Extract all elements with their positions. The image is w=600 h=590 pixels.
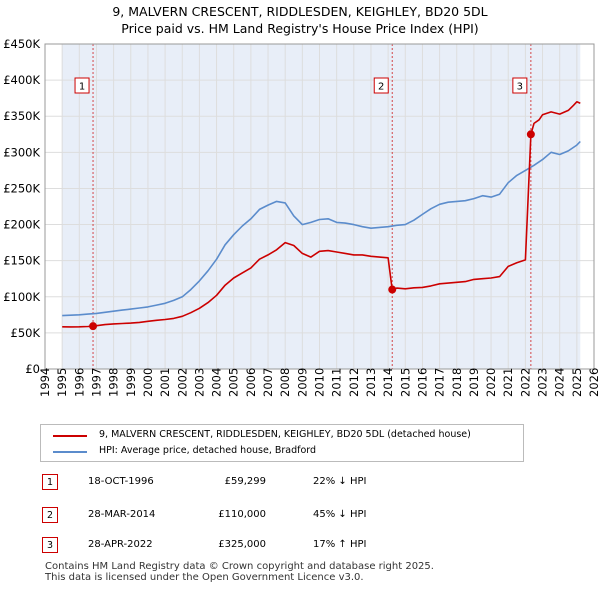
- x-tick-label: 2009: [295, 368, 309, 397]
- x-tick-label: 1998: [107, 368, 121, 397]
- x-tick-label: 2006: [244, 368, 258, 397]
- x-tick-label: 2017: [433, 368, 447, 397]
- transaction-row: 3 28-APR-2022 £325,000 17% ↑ HPI: [0, 537, 600, 555]
- x-tick-label: 2020: [484, 368, 498, 397]
- x-tick-label: 2026: [587, 368, 600, 397]
- y-tick-label: £450K: [3, 37, 40, 51]
- x-tick-label: 2016: [415, 368, 429, 397]
- y-tick-label: £200K: [3, 218, 40, 232]
- transaction-hpi-diff: 22% ↓ HPI: [313, 476, 367, 487]
- sale-label-number: 3: [517, 82, 523, 93]
- x-tick-label: 2005: [227, 368, 241, 397]
- sale-label-number: 1: [79, 82, 85, 93]
- sale-label-number: 2: [378, 82, 384, 93]
- data-range-shading: [62, 44, 581, 369]
- price-chart: 1 2 3 £0 £50K £100K £150K £200K £250K £300K £350K £…: [3, 37, 600, 397]
- y-tick-label: £100K: [3, 290, 40, 304]
- y-tick-label: £250K: [3, 181, 40, 195]
- x-tick-label: 2010: [313, 368, 327, 397]
- transaction-number: 3: [42, 537, 58, 553]
- chart-subtitle: Price paid vs. HM Land Registry's House …: [121, 21, 479, 36]
- y-tick-label: £150K: [3, 254, 40, 268]
- footer-license: This data is licensed under the Open Gov…: [45, 572, 364, 583]
- x-tick-label: 2019: [467, 368, 481, 397]
- transaction-date: 28-APR-2022: [88, 539, 153, 550]
- y-tick-label: £400K: [3, 73, 40, 87]
- x-tick-label: 2021: [501, 368, 515, 397]
- transaction-price: £325,000: [218, 539, 266, 550]
- transaction-hpi-diff: 17% ↑ HPI: [313, 539, 367, 550]
- sale-label-box: 1: [74, 77, 90, 94]
- x-tick-label: 2000: [141, 368, 155, 397]
- sale-point: [526, 130, 535, 139]
- x-tick-label: 2003: [192, 368, 206, 397]
- x-tick-label: 2013: [364, 368, 378, 397]
- x-tick-label: 1997: [89, 368, 103, 397]
- x-tick-label: 2014: [381, 368, 395, 397]
- transaction-row: 2 28-MAR-2014 £110,000 45% ↓ HPI: [0, 507, 600, 525]
- transaction-hpi-diff: 45% ↓ HPI: [313, 509, 367, 520]
- x-tick-label: 1999: [124, 368, 138, 397]
- y-tick-label: £350K: [3, 109, 40, 123]
- plot-frame: [44, 43, 595, 370]
- chart-title: 9, MALVERN CRESCENT, RIDDLESDEN, KEIGHLE…: [112, 4, 488, 19]
- transaction-price: £59,299: [224, 476, 266, 487]
- x-tick-label: 2024: [553, 368, 567, 397]
- x-tick-label: 1996: [72, 368, 86, 397]
- x-tick-label: 2001: [158, 368, 172, 397]
- x-tick-label: 2018: [450, 368, 464, 397]
- sale-label-frame: [74, 77, 90, 94]
- transaction-number: 1: [42, 474, 58, 490]
- x-tick-label: 2007: [261, 368, 275, 397]
- transaction-price: £110,000: [218, 509, 266, 520]
- x-tick-label: 2015: [398, 368, 412, 397]
- sale-label-box: 2: [373, 77, 389, 94]
- sale-point: [388, 285, 397, 294]
- x-tick-label: 2012: [347, 368, 361, 397]
- x-tick-label: 2004: [210, 368, 224, 397]
- x-tick-label: 1994: [38, 368, 52, 397]
- series-line-hpi: [62, 140, 581, 317]
- x-tick-label: 1995: [55, 368, 69, 397]
- legend: 9, MALVERN CRESCENT, RIDDLESDEN, KEIGHLE…: [40, 424, 524, 462]
- x-tick-label: 2011: [330, 368, 344, 397]
- y-tick-label: £0: [25, 362, 40, 376]
- sale-label-frame: [373, 77, 389, 94]
- y-tick-label: £300K: [3, 145, 40, 159]
- y-tick-label: £50K: [11, 326, 41, 340]
- transaction-date: 18-OCT-1996: [88, 476, 154, 487]
- footer-copyright: Contains HM Land Registry data © Crown c…: [45, 561, 434, 572]
- transaction-row: 1 18-OCT-1996 £59,299 22% ↓ HPI: [0, 474, 600, 492]
- transaction-number: 2: [42, 507, 58, 523]
- x-tick-label: 2008: [278, 368, 292, 397]
- x-tick-label: 2025: [570, 368, 584, 397]
- sale-point: [89, 322, 98, 331]
- sale-label-frame: [512, 77, 528, 94]
- x-tick-label: 2002: [175, 368, 189, 397]
- legend-label-property: 9, MALVERN CRESCENT, RIDDLESDEN, KEIGHLE…: [99, 429, 471, 440]
- x-tick-label: 2022: [518, 368, 532, 397]
- series-line-property: [62, 101, 581, 328]
- transaction-date: 28-MAR-2014: [88, 509, 156, 520]
- legend-swatch-red: [53, 435, 87, 437]
- legend-label-hpi: HPI: Average price, detached house, Brad…: [99, 445, 317, 456]
- x-tick-label: 2023: [536, 368, 550, 397]
- sale-label-box: 3: [512, 77, 528, 94]
- legend-swatch-blue: [53, 451, 87, 453]
